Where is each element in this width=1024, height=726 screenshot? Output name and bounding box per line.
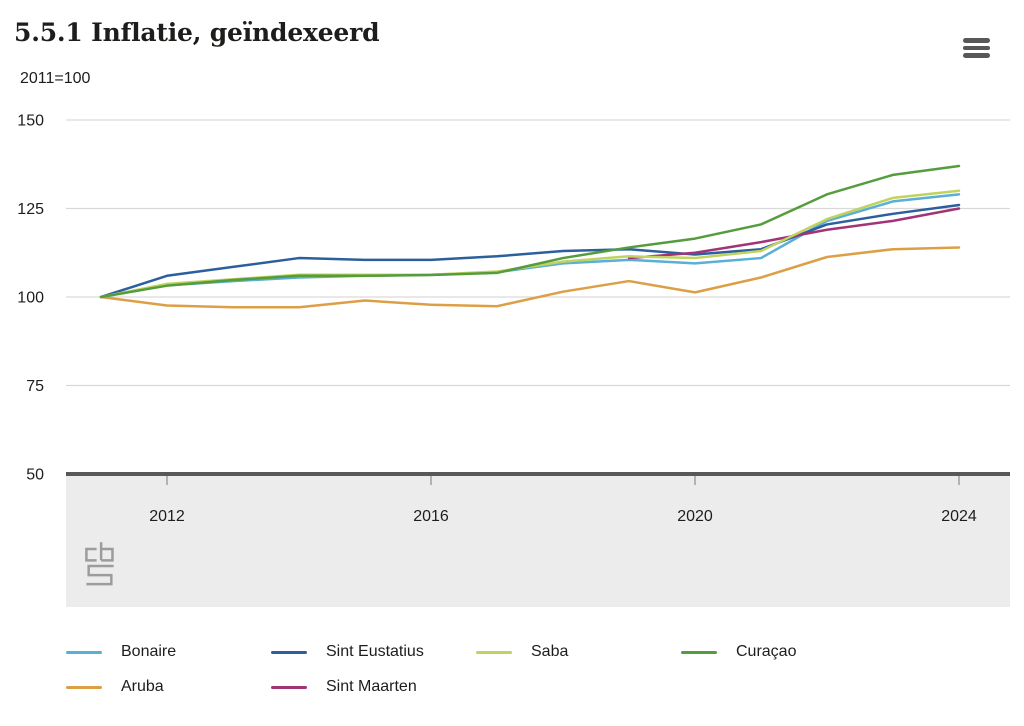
chart-subtitle: 2011=100 (20, 70, 91, 87)
inflation-line-chart: 2012 2016 2020 2024 50 75 100 125 150 (17, 113, 1010, 607)
legend-item-sint-maarten[interactable]: Sint Maarten (271, 675, 476, 699)
legend-label: Aruba (121, 678, 164, 695)
cbs-logo (83, 541, 117, 591)
series-line-bonaire (99, 193, 961, 299)
legend-label: Saba (531, 643, 569, 660)
chart-title: 5.5.1 Inflatie, geïndexeerd (14, 18, 380, 47)
legend-swatch-icon (66, 685, 102, 689)
y-axis-tick-label-125: 125 (17, 201, 44, 218)
y-axis-tick-label-150: 150 (17, 113, 44, 130)
cbs-logo-icon (85, 542, 114, 586)
hamburger-menu-icon (962, 38, 990, 43)
series-line-sint-maarten (627, 207, 961, 260)
legend-swatch-icon (681, 650, 717, 654)
legend-swatch-icon (476, 650, 512, 654)
legend-item-curacao[interactable]: Curaçao (681, 640, 921, 664)
legend-item-sint-eustatius[interactable]: Sint Eustatius (271, 640, 476, 664)
y-axis-tick-label-50: 50 (26, 467, 44, 484)
series-line-curacao (99, 164, 961, 299)
chart-plot-area: 2012 2016 2020 2024 50 75 100 125 150 (17, 113, 1010, 607)
x-axis-band (66, 476, 1010, 607)
y-axis-tick-label-75: 75 (26, 378, 44, 395)
y-axis-tick-label-100: 100 (17, 290, 44, 307)
series-line-aruba (99, 246, 961, 309)
legend-label: Sint Maarten (326, 678, 417, 695)
legend-item-saba[interactable]: Saba (476, 640, 681, 664)
hamburger-menu-icon (962, 53, 990, 58)
legend-swatch-icon (271, 650, 307, 654)
legend-label: Bonaire (121, 643, 177, 660)
legend-item-bonaire[interactable]: Bonaire (66, 640, 271, 664)
x-axis-tick-label-2024: 2024 (941, 508, 977, 525)
series-line-sint-eustatius (99, 203, 961, 299)
x-axis-tick-label-2012: 2012 (149, 508, 185, 525)
hamburger-menu-icon (962, 45, 990, 51)
legend-item-aruba[interactable]: Aruba (66, 675, 271, 699)
x-axis-tick-label-2016: 2016 (413, 508, 449, 525)
legend-label: Curaçao (736, 643, 797, 660)
chart-legend: Bonaire Sint Eustatius Saba Curaçao Aruba Sin… (66, 640, 956, 699)
legend-swatch-icon (271, 685, 307, 689)
chart-menu-button[interactable] (958, 32, 994, 64)
legend-swatch-icon (66, 650, 102, 654)
x-axis-tick-label-2020: 2020 (677, 508, 713, 525)
legend-label: Sint Eustatius (326, 643, 424, 660)
